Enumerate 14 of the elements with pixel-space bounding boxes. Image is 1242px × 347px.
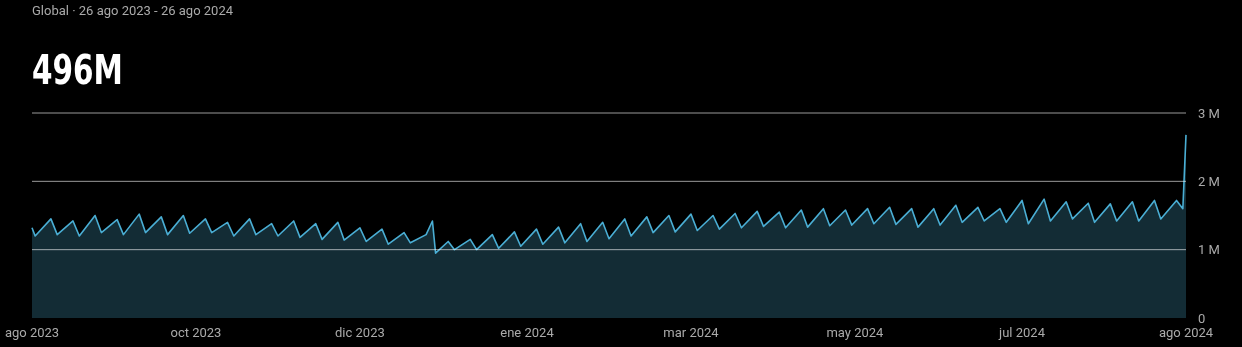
y-tick-label: 0 <box>1198 310 1206 326</box>
chart-subtitle: Global · 26 ago 2023 - 26 ago 2024 <box>32 3 234 18</box>
x-tick-label: ene 2024 <box>500 325 555 340</box>
y-tick-label: 1 M <box>1198 242 1220 258</box>
y-tick-label: 3 M <box>1198 105 1220 121</box>
x-tick-label: mar 2024 <box>663 325 720 340</box>
chart-title: 496M <box>32 46 123 94</box>
x-tick-label: dic 2023 <box>335 325 385 340</box>
x-tick-label: ago 2023 <box>4 325 60 340</box>
x-tick-label: may 2024 <box>826 325 885 340</box>
x-tick-label: jul 2024 <box>998 325 1046 340</box>
x-tick-label: oct 2023 <box>170 325 222 340</box>
y-tick-label: 2 M <box>1198 173 1220 189</box>
x-tick-label: ago 2024 <box>1158 325 1214 340</box>
